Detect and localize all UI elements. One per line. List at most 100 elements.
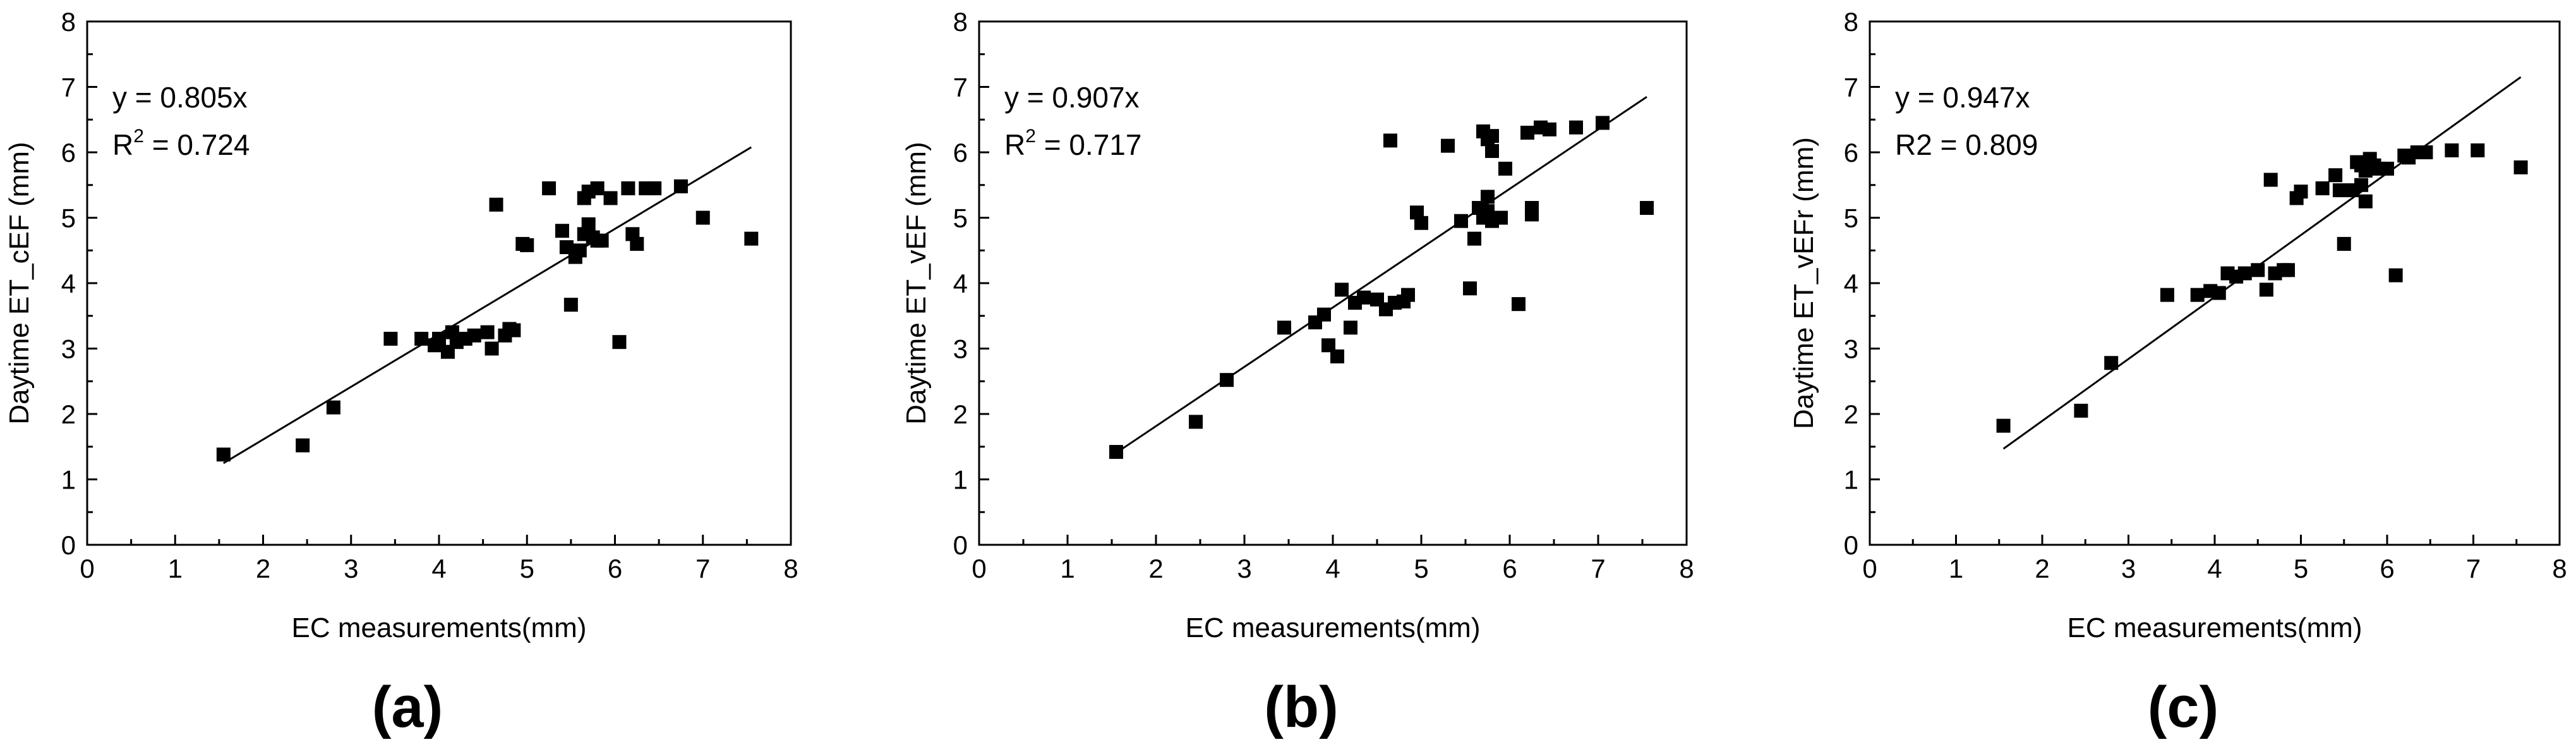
data-point: [432, 331, 446, 346]
data-point: [673, 179, 688, 193]
x-tick-label: 3: [1237, 554, 1251, 583]
data-point: [563, 298, 578, 312]
x-tick-label: 5: [520, 554, 534, 583]
data-point: [2380, 161, 2394, 176]
data-point: [2190, 288, 2205, 302]
data-point: [2419, 145, 2433, 159]
y-tick-label: 3: [953, 334, 968, 364]
data-point: [2294, 185, 2308, 199]
x-tick-label: 7: [695, 554, 710, 583]
data-point: [507, 323, 521, 338]
x-tick-label: 1: [168, 554, 183, 583]
x-tick-label: 0: [1862, 554, 1877, 583]
data-point: [1317, 307, 1331, 322]
y-tick-label: 2: [61, 399, 76, 429]
data-point: [1485, 143, 1499, 158]
data-point: [612, 335, 627, 350]
data-point: [630, 236, 644, 251]
data-point: [1330, 349, 1344, 363]
data-point: [485, 341, 499, 356]
y-tick-label: 3: [1844, 334, 1858, 364]
x-tick-label: 5: [1414, 554, 1428, 583]
y-tick-label: 5: [1844, 204, 1858, 233]
data-point: [1520, 125, 1534, 140]
data-point: [467, 328, 481, 343]
data-point: [1454, 214, 1468, 228]
panel-label: (c): [2148, 675, 2218, 739]
data-point: [1481, 190, 1495, 204]
data-point: [1277, 320, 1291, 335]
data-point: [1485, 129, 1499, 143]
data-point: [2445, 143, 2459, 157]
data-point: [2160, 288, 2174, 302]
y-tick-label: 3: [61, 334, 76, 364]
fit-equation: y = 0.805x: [112, 81, 248, 114]
data-point: [1441, 138, 1455, 153]
x-axis-label: EC measurements(mm): [2067, 612, 2362, 643]
data-point: [1414, 216, 1428, 230]
data-point: [1335, 283, 1349, 297]
x-tick-label: 2: [256, 554, 270, 583]
data-point: [555, 224, 569, 238]
data-point: [1410, 205, 1424, 220]
data-point: [1512, 297, 1526, 312]
x-tick-label: 8: [2552, 554, 2567, 583]
data-point: [1220, 373, 1234, 387]
x-tick-label: 1: [1060, 554, 1074, 583]
data-point: [594, 233, 609, 248]
y-tick-label: 7: [953, 73, 968, 102]
data-point: [1498, 161, 1512, 176]
x-tick-label: 5: [2294, 554, 2308, 583]
data-point: [2212, 286, 2226, 300]
x-tick-label: 4: [2207, 554, 2222, 583]
data-point: [2259, 283, 2273, 297]
x-tick-label: 0: [80, 554, 94, 583]
y-tick-label: 4: [1844, 269, 1858, 298]
data-point: [216, 447, 231, 462]
x-tick-label: 4: [431, 554, 446, 583]
x-axis-label: EC measurements(mm): [1186, 612, 1481, 643]
data-point: [1383, 133, 1397, 148]
data-point: [383, 331, 398, 346]
y-tick-label: 2: [953, 399, 968, 429]
data-point: [2315, 181, 2330, 195]
y-tick-label: 1: [1844, 465, 1858, 495]
y-tick-label: 2: [1844, 399, 1858, 429]
y-tick-label: 4: [61, 269, 76, 298]
fit-equation: y = 0.947x: [1895, 81, 2030, 114]
r-squared-label: R2 = 0.724: [112, 126, 250, 161]
y-tick-label: 8: [953, 7, 968, 37]
data-point: [1640, 200, 1654, 215]
r-squared-label: R2 = 0.717: [1004, 126, 1141, 161]
y-tick-label: 0: [953, 530, 968, 560]
data-point: [603, 191, 618, 205]
y-tick-label: 0: [1844, 530, 1858, 560]
y-tick-label: 8: [61, 7, 76, 37]
data-point: [1494, 210, 1508, 225]
panel-label: (a): [372, 675, 443, 739]
data-point: [2251, 263, 2265, 277]
data-point: [489, 197, 503, 212]
data-point: [480, 325, 495, 339]
y-axis-label: Daytime ET_cEF (mm): [4, 142, 35, 424]
data-point: [2332, 183, 2347, 198]
y-tick-label: 5: [953, 204, 968, 233]
data-point: [1357, 290, 1371, 305]
data-point: [542, 181, 557, 195]
data-point: [2104, 356, 2119, 370]
regression-line: [1116, 96, 1647, 454]
y-tick-label: 4: [953, 269, 968, 298]
data-point: [2354, 178, 2369, 192]
data-point: [621, 181, 635, 195]
x-tick-label: 7: [1591, 554, 1605, 583]
x-tick-label: 6: [2380, 554, 2394, 583]
data-point: [2263, 173, 2278, 187]
data-point: [2074, 403, 2088, 418]
data-point: [1525, 207, 1539, 222]
y-tick-label: 7: [1844, 73, 1858, 102]
y-tick-label: 1: [61, 465, 76, 495]
x-tick-label: 2: [1148, 554, 1163, 583]
